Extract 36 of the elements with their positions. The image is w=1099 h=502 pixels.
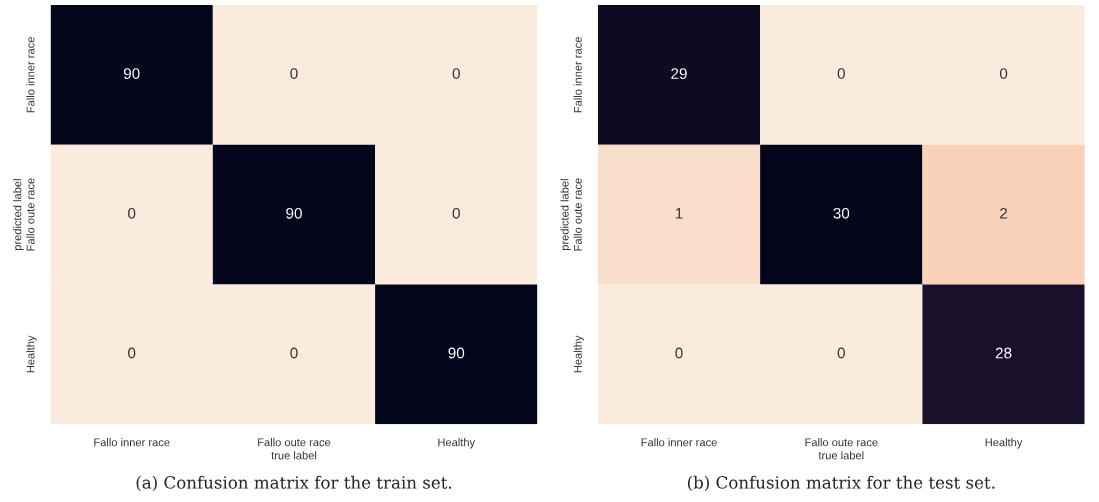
x-axis-title: true label [818, 451, 864, 460]
data-label: 30 [833, 207, 850, 219]
x-axis-title: true label [271, 451, 317, 460]
data-label: 0 [452, 207, 460, 219]
x-tick-label: Fallo oute race [258, 438, 331, 447]
y-tick-label: Fallo inner race [573, 37, 582, 113]
data-label: 0 [290, 68, 298, 79]
x-tick-label: Fallo inner race [94, 438, 170, 447]
data-label: 0 [128, 207, 136, 219]
x-tick-label: Healthy [985, 438, 1023, 449]
y-tick-label: Healthy [573, 335, 584, 373]
y-tick-label: Fallo oute race [573, 178, 582, 251]
text: (a) Confusion matrix for the train set. [136, 475, 452, 492]
y-tick-label: Fallo oute race [26, 178, 35, 251]
y-axis-title: predicted label [13, 179, 24, 251]
data-label: 29 [671, 68, 687, 79]
data-label: 0 [837, 347, 845, 359]
data-label: 90 [123, 68, 140, 79]
data-label: 0 [675, 347, 683, 359]
y-tick-label: Healthy [26, 335, 37, 373]
y-axis-title: predicted label [560, 179, 571, 251]
x-tick-label: Fallo inner race [641, 438, 717, 447]
data-label: 28 [995, 347, 1012, 359]
x-tick-label: Healthy [438, 438, 476, 449]
data-label: 0 [452, 68, 460, 79]
data-label: 2 [1000, 207, 1008, 219]
data-label: 1 [675, 208, 683, 219]
y-tick-label: Fallo inner race [26, 37, 35, 113]
text: (b) Confusion matrix for the test set. [687, 475, 995, 492]
data-label: 0 [128, 347, 136, 359]
data-label: 0 [837, 68, 845, 79]
data-label: 0 [290, 347, 298, 359]
data-label: 90 [448, 347, 465, 359]
x-tick-label: Fallo oute race [805, 438, 878, 447]
data-label: 0 [999, 68, 1008, 79]
data-label: 90 [286, 207, 302, 219]
